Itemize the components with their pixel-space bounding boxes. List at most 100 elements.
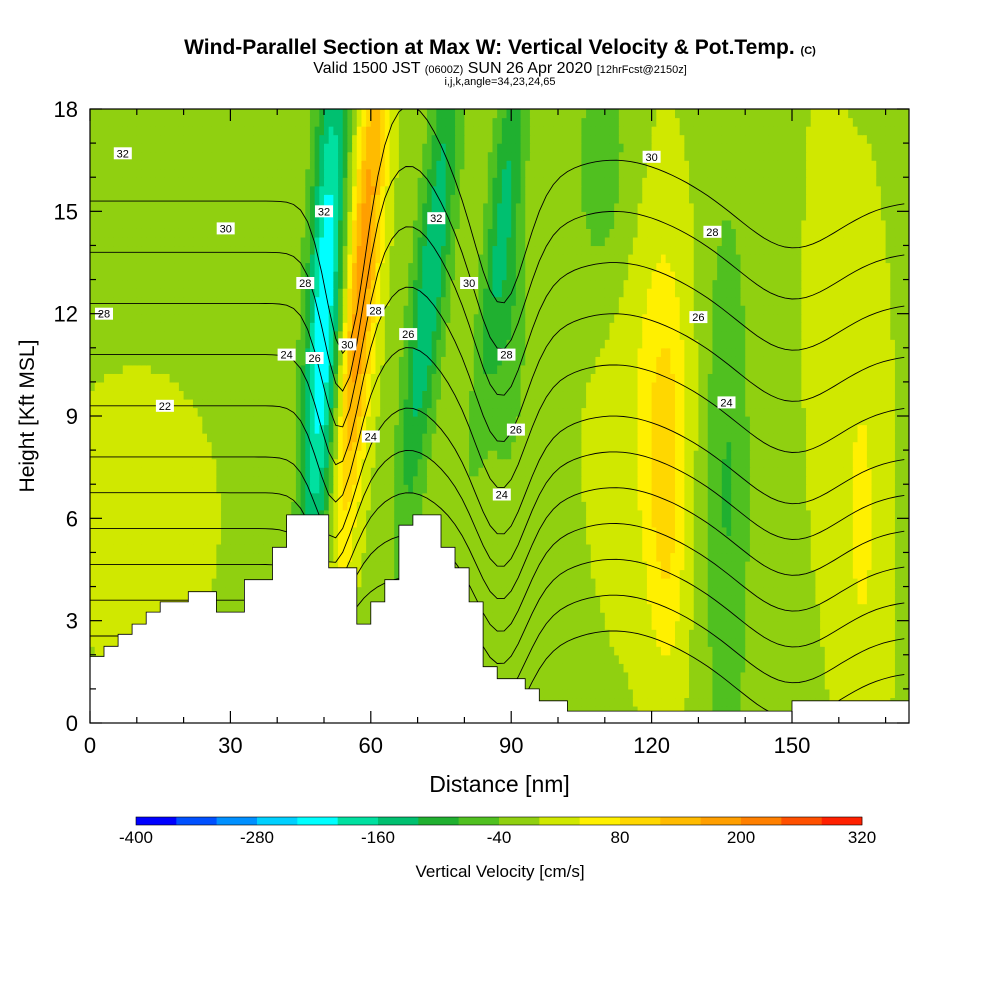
velocity-cell xyxy=(717,637,723,647)
velocity-cell xyxy=(721,663,728,673)
velocity-cell xyxy=(777,535,784,545)
velocity-cell xyxy=(422,501,428,511)
velocity-cell xyxy=(534,543,540,554)
velocity-cell xyxy=(108,612,114,622)
velocity-cell xyxy=(384,475,391,485)
velocity-cell xyxy=(422,509,428,519)
velocity-cell xyxy=(300,501,306,511)
velocity-cell xyxy=(698,501,704,511)
velocity-cell xyxy=(609,637,615,647)
velocity-cell xyxy=(646,595,653,605)
velocity-cell xyxy=(838,680,845,690)
velocity-cell xyxy=(572,586,578,596)
velocity-cell xyxy=(801,646,807,656)
velocity-cell xyxy=(885,560,891,571)
velocity-cell xyxy=(712,637,718,647)
velocity-cell xyxy=(291,509,297,519)
velocity-cell xyxy=(342,518,348,528)
velocity-cell xyxy=(127,586,133,596)
velocity-cell xyxy=(136,509,143,519)
velocity-cell xyxy=(735,543,742,554)
velocity-cell xyxy=(698,646,704,656)
velocity-cell xyxy=(670,637,676,647)
velocity-cell xyxy=(857,620,863,630)
velocity-cell xyxy=(99,586,105,596)
velocity-cell xyxy=(787,705,793,716)
velocity-cell xyxy=(216,603,222,613)
velocity-cell xyxy=(487,586,494,596)
velocity-cell xyxy=(473,501,480,511)
velocity-cell xyxy=(436,509,442,519)
velocity-cell xyxy=(408,518,414,528)
velocity-cell xyxy=(562,518,568,528)
velocity-cell xyxy=(698,637,704,647)
velocity-cell xyxy=(703,501,709,511)
velocity-cell xyxy=(118,526,124,536)
velocity-cell xyxy=(572,535,578,545)
velocity-cell xyxy=(642,484,648,494)
velocity-cell xyxy=(628,680,634,690)
velocity-cell xyxy=(693,578,699,588)
velocity-cell xyxy=(562,543,568,554)
velocity-cell xyxy=(328,484,334,494)
velocity-cell xyxy=(90,526,96,536)
velocity-cell xyxy=(164,586,171,596)
velocity-cell xyxy=(558,509,564,519)
velocity-cell xyxy=(590,705,597,716)
velocity-cell xyxy=(834,680,840,690)
velocity-cell xyxy=(497,620,503,630)
velocity-cell xyxy=(637,680,643,690)
velocity-cell xyxy=(127,475,133,485)
velocity-cell xyxy=(726,543,732,554)
velocity-cell xyxy=(707,509,714,519)
velocity-cell xyxy=(665,535,671,545)
velocity-cell xyxy=(698,688,704,699)
velocity-cell xyxy=(127,501,133,511)
velocity-cell xyxy=(333,560,339,571)
velocity-cell xyxy=(99,543,105,554)
velocity-cell xyxy=(548,509,554,519)
velocity-cell xyxy=(389,518,395,528)
velocity-cell xyxy=(600,518,606,528)
velocity-cell xyxy=(174,518,180,528)
velocity-cell xyxy=(623,646,629,656)
velocity-cell xyxy=(614,484,620,494)
velocity-cell xyxy=(899,646,905,656)
velocity-cell xyxy=(796,680,802,690)
velocity-cell xyxy=(253,484,260,494)
velocity-cell xyxy=(590,586,597,596)
velocity-cell xyxy=(866,646,873,656)
velocity-cell xyxy=(862,586,868,596)
velocity-cell xyxy=(590,560,597,571)
velocity-cell xyxy=(763,535,770,545)
velocity-cell xyxy=(352,501,358,511)
velocity-cell xyxy=(773,509,779,519)
velocity-cell xyxy=(249,552,255,562)
velocity-cell xyxy=(689,705,695,716)
velocity-cell xyxy=(389,543,395,554)
velocity-cell xyxy=(572,620,578,630)
velocity-cell xyxy=(244,569,250,579)
velocity-cell xyxy=(628,492,634,502)
velocity-cell xyxy=(455,518,461,528)
velocity-cell xyxy=(408,501,414,511)
velocity-cell xyxy=(609,663,615,673)
velocity-cell xyxy=(885,535,891,545)
velocity-cell xyxy=(679,603,685,613)
velocity-cell xyxy=(829,654,835,664)
velocity-cell xyxy=(230,484,236,494)
velocity-cell xyxy=(829,688,835,699)
velocity-cell xyxy=(263,509,269,519)
velocity-cell xyxy=(244,484,250,494)
velocity-cell xyxy=(740,560,746,571)
velocity-cell xyxy=(534,492,540,502)
velocity-cell xyxy=(277,535,283,545)
velocity-cell xyxy=(894,560,901,571)
velocity-cell xyxy=(670,697,676,707)
velocity-cell xyxy=(108,569,114,579)
velocity-cell xyxy=(693,603,699,613)
velocity-cell xyxy=(497,509,503,519)
velocity-cell xyxy=(646,637,653,647)
velocity-cell xyxy=(777,671,784,681)
velocity-cell xyxy=(777,680,784,690)
